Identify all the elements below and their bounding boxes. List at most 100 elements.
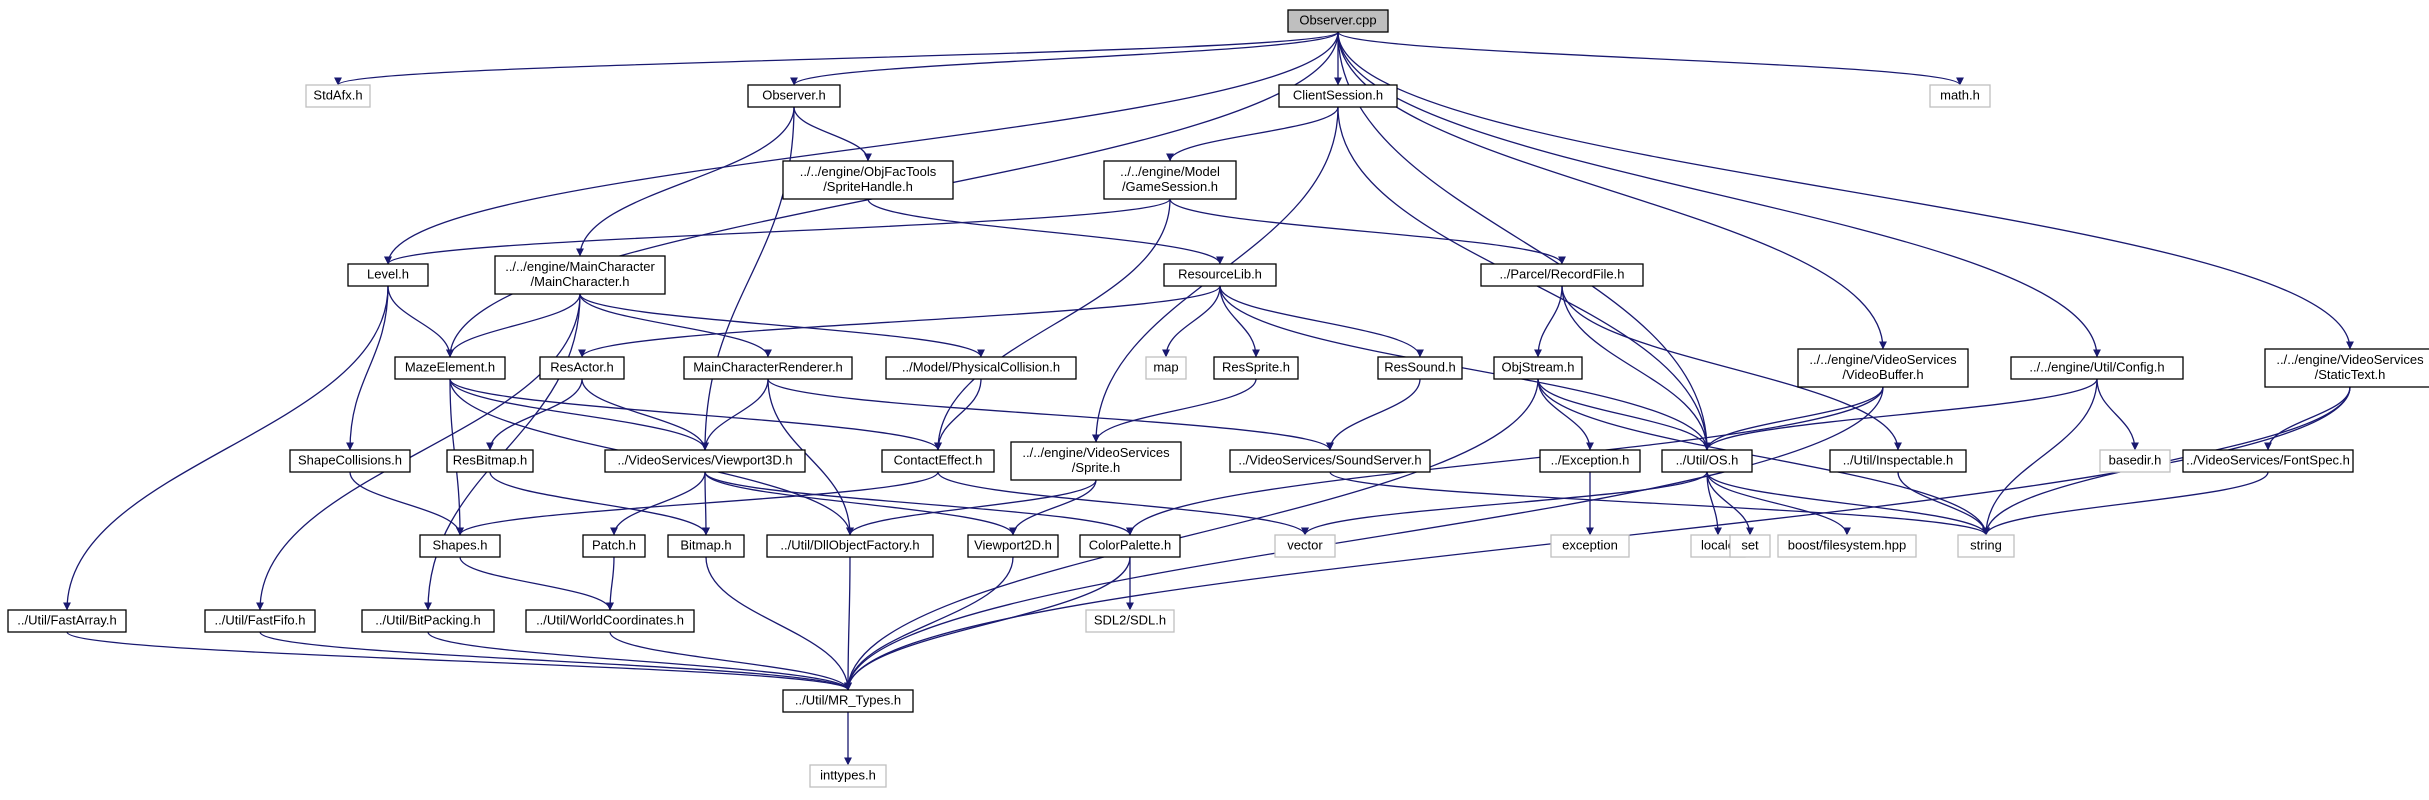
node-label: ../Util/BitPacking.h [375, 612, 481, 627]
edge-mazeelement_h-to-viewport3d_h [449, 378, 709, 451]
node-box [1797, 348, 1969, 388]
node-box [1550, 534, 1630, 558]
edge-observer_cpp-to-config_h [1337, 31, 2101, 358]
node-box [2099, 449, 2171, 473]
node-label: math.h [1940, 87, 1980, 102]
node-shapes-h[interactable]: Shapes.h [419, 534, 501, 558]
node-box [539, 356, 625, 380]
node-bitpacking-h[interactable]: ../Util/BitPacking.h [361, 609, 495, 633]
node-label: ../VideoServices/Viewport3D.h [617, 452, 792, 467]
edge-sprite_h-to-viewport2d_h [1009, 479, 1097, 536]
node-box [1287, 9, 1389, 33]
node-resactor-h[interactable]: ResActor.h [539, 356, 625, 380]
node-fastarray-h[interactable]: ../Util/FastArray.h [7, 609, 127, 633]
node-layer: Observer.cpp StdAfx.h Observer.h ClientSess… [7, 9, 2429, 788]
node-label: /VideoBuffer.h [1842, 367, 1923, 382]
node-viewport3d-h[interactable]: ../VideoServices/Viewport3D.h [604, 449, 806, 473]
node-label: set [1741, 537, 1759, 552]
edge-objstream_h-to-mr_types_h [844, 378, 1539, 691]
node-box [604, 449, 806, 473]
edge-spritehandle_h-to-resourcelib_h [867, 198, 1224, 265]
node-box [1079, 534, 1181, 558]
node-soundserver-h[interactable]: ../VideoServices/SoundServer.h [1229, 449, 1431, 473]
node-mr-types-h[interactable]: ../Util/MR_Types.h [782, 689, 914, 713]
node-label: ../Util/MR_Types.h [795, 692, 901, 707]
node-label: MazeElement.h [405, 359, 495, 374]
edge-resourcelib_h-to-os_h [1219, 285, 1711, 451]
node-maincharacter-h[interactable]: ../../engine/MainCharacter/MainCharacter… [494, 255, 666, 295]
edge-maincharrenderer_h-to-soundserver_h [767, 378, 1334, 451]
node-bitmap-h[interactable]: Bitmap.h [667, 534, 745, 558]
node-box [361, 609, 495, 633]
node-label: /StaticText.h [2315, 367, 2386, 382]
node-label: Patch.h [592, 537, 636, 552]
node-ressprite-h[interactable]: ResSprite.h [1213, 356, 1299, 380]
edge-videobuffer_h-to-mr_types_h [844, 386, 1884, 691]
node-label: ../Exception.h [1551, 452, 1630, 467]
node-shapecollisions-h[interactable]: ShapeCollisions.h [289, 449, 411, 473]
edge-colorpalette_h-to-mr_types_h [844, 556, 1131, 691]
node-label: vector [1287, 537, 1323, 552]
node-box [1103, 160, 1237, 200]
node-config-h[interactable]: ../../engine/Util/Config.h [2010, 356, 2184, 380]
node-label: ../../engine/VideoServices [1809, 352, 1957, 367]
node-ressound-h[interactable]: ResSound.h [1377, 356, 1463, 380]
edge-soundserver_h-to-string [1329, 471, 1990, 536]
node-spritehandle-h[interactable]: ../../engine/ObjFacTools/SpriteHandle.h [782, 160, 954, 200]
node-physicalcollision-h[interactable]: ../Model/PhysicalCollision.h [885, 356, 1077, 380]
edge-observer_h-to-spritehandle_h [793, 106, 872, 162]
node-inspectable-h[interactable]: ../Util/Inspectable.h [1829, 449, 1967, 473]
edge-bitpacking_h-to-mr_types_h [427, 631, 852, 691]
node-observer-h[interactable]: Observer.h [747, 84, 841, 108]
node-label: ../../engine/MainCharacter [505, 259, 655, 274]
node-patch-h[interactable]: Patch.h [582, 534, 646, 558]
node-videobuffer-h[interactable]: ../../engine/VideoServices/VideoBuffer.h [1797, 348, 1969, 388]
node-label: ShapeCollisions.h [298, 452, 402, 467]
node-sdl-h: SDL2/SDL.h [1085, 609, 1175, 633]
node-box [1163, 263, 1277, 287]
node-label: Bitmap.h [680, 537, 731, 552]
edge-level_h-to-fastarray_h [63, 285, 389, 611]
edge-resourcelib_h-to-ressprite_h [1219, 285, 1260, 358]
node-gamesession-h[interactable]: ../../engine/Model/GameSession.h [1103, 160, 1237, 200]
edge-level_h-to-shapecollisions_h [346, 285, 389, 451]
node-recordfile-h[interactable]: ../Parcel/RecordFile.h [1480, 263, 1644, 287]
node-dllobjectfactory-h[interactable]: ../Util/DllObjectFactory.h [766, 534, 934, 558]
edge-observer_cpp-to-math_h [1337, 31, 1964, 86]
node-statictext-h[interactable]: ../../engine/VideoServices/StaticText.h [2264, 348, 2429, 388]
node-label: ResBitmap.h [453, 452, 527, 467]
node-sprite-h[interactable]: ../../engine/VideoServices/Sprite.h [1010, 441, 1182, 481]
node-box [394, 356, 506, 380]
node-colorpalette-h[interactable]: ColorPalette.h [1079, 534, 1181, 558]
node-os-h[interactable]: ../Util/OS.h [1661, 449, 1753, 473]
node-resbitmap-h[interactable]: ResBitmap.h [446, 449, 534, 473]
node-contacteffect-h[interactable]: ContactEffect.h [881, 449, 995, 473]
node-label: ContactEffect.h [894, 452, 983, 467]
edge-config_h-to-os_h [1703, 378, 2098, 451]
node-fontspec-h[interactable]: ../VideoServices/FontSpec.h [2182, 449, 2354, 473]
node-exception-h[interactable]: ../Exception.h [1539, 449, 1641, 473]
node-label: ../../engine/Model [1120, 164, 1220, 179]
node-worldcoordinates-h[interactable]: ../Util/WorldCoordinates.h [525, 609, 695, 633]
node-label: ../Model/PhysicalCollision.h [902, 359, 1060, 374]
node-observer-cpp[interactable]: Observer.cpp [1287, 9, 1389, 33]
node-clientsession-h[interactable]: ClientSession.h [1278, 84, 1398, 108]
node-fastfifo-h[interactable]: ../Util/FastFifo.h [204, 609, 316, 633]
node-box [1957, 534, 2015, 558]
node-box [1480, 263, 1644, 287]
node-box [1829, 449, 1967, 473]
node-set: set [1729, 534, 1771, 558]
node-viewport2d-h[interactable]: Viewport2D.h [967, 534, 1059, 558]
node-mazeelement-h[interactable]: MazeElement.h [394, 356, 506, 380]
node-resourcelib-h[interactable]: ResourceLib.h [1163, 263, 1277, 287]
node-level-h[interactable]: Level.h [347, 263, 429, 287]
edge-maincharrenderer_h-to-dllobjectfactory_h [767, 378, 854, 536]
node-maincharrenderer-h[interactable]: MainCharacterRenderer.h [683, 356, 853, 380]
node-objstream-h[interactable]: ObjStream.h [1493, 356, 1583, 380]
node-label: ResSprite.h [1222, 359, 1290, 374]
edge-resourcelib_h-to-map [1162, 285, 1221, 358]
edge-dllobjectfactory_h-to-mr_types_h [844, 556, 853, 691]
node-inttypes-h: inttypes.h [809, 764, 887, 788]
node-box [2182, 449, 2354, 473]
